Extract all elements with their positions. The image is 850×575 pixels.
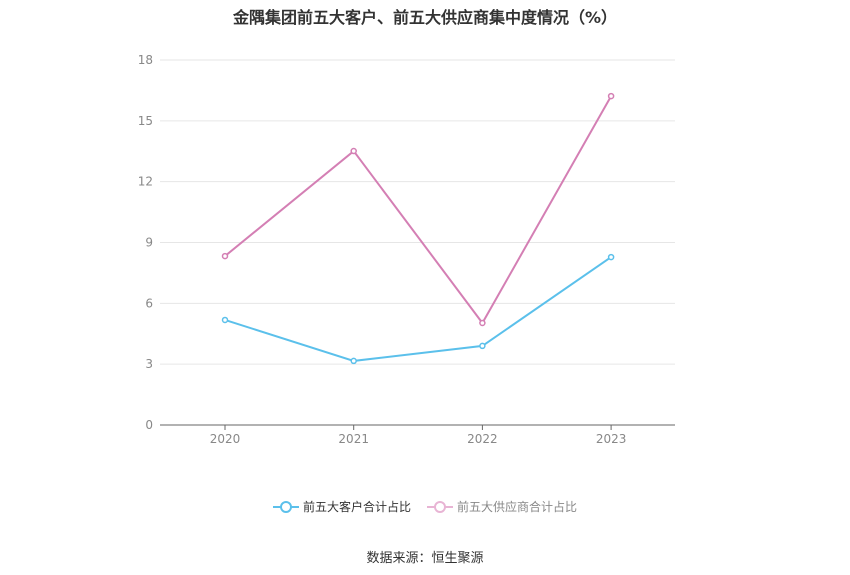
legend: 前五大客户合计占比 前五大供应商合计占比 <box>0 498 850 515</box>
y-tick-label: 12 <box>138 175 153 189</box>
data-point <box>350 147 357 155</box>
y-tick-label: 18 <box>138 53 153 67</box>
data-point <box>479 319 486 327</box>
x-tick-label: 2020 <box>210 432 241 446</box>
data-source: 数据来源：恒生聚源 <box>366 551 484 566</box>
data-point <box>221 316 229 324</box>
y-tick-label: 3 <box>145 357 153 371</box>
legend-item-suppliers[interactable]: 前五大供应商合计占比 <box>427 498 577 515</box>
x-tick-label: 2022 <box>467 432 498 446</box>
data-point <box>350 357 357 365</box>
legend-label: 前五大供应商合计占比 <box>457 500 578 514</box>
legend-label: 前五大客户合计占比 <box>302 500 411 514</box>
data-point <box>607 253 615 261</box>
legend-item-customers[interactable]: 前五大客户合计占比 <box>272 498 411 515</box>
data-point <box>607 92 615 100</box>
y-tick-label: 9 <box>145 236 153 250</box>
y-tick-label: 15 <box>138 114 153 128</box>
chart-title: 金隅集团前五大客户、前五大供应商集中度情况（%） <box>232 8 618 27</box>
series-line-0 <box>224 256 612 362</box>
series-line-1 <box>224 95 612 325</box>
data-point <box>479 342 486 350</box>
y-tick-label: 6 <box>145 296 153 310</box>
x-tick-label: 2021 <box>338 432 369 446</box>
y-tick-label: 0 <box>145 418 153 432</box>
data-point <box>221 252 229 260</box>
x-tick-label: 2023 <box>596 432 627 446</box>
